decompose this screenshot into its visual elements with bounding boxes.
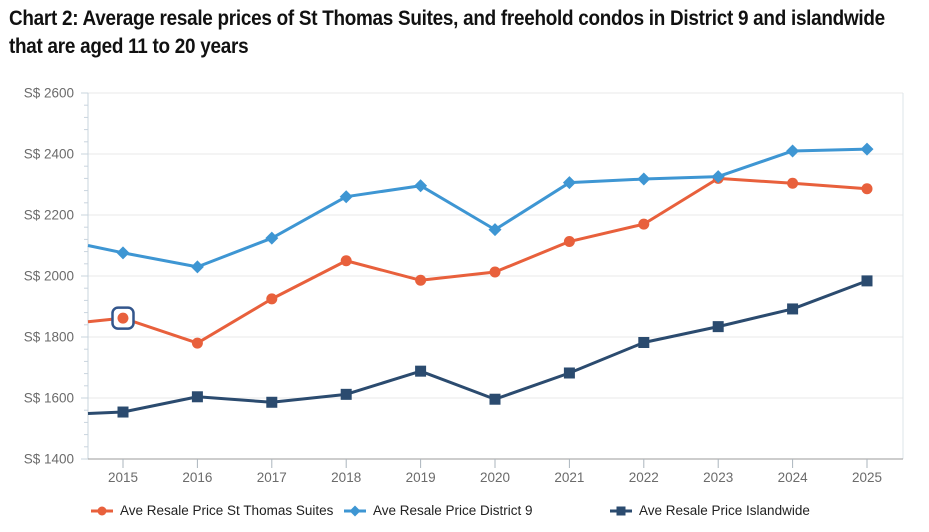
x-axis-label: 2020 xyxy=(480,470,510,485)
x-axis-label: 2018 xyxy=(331,470,361,485)
district-9-marker-2020[interactable] xyxy=(488,223,502,237)
islandwide-marker-2020[interactable] xyxy=(489,393,501,405)
islandwide-marker-2019[interactable] xyxy=(415,365,427,377)
islandwide-marker-2016[interactable] xyxy=(191,391,203,403)
islandwide-marker-2023[interactable] xyxy=(712,321,724,333)
x-axis-label: 2017 xyxy=(257,470,287,485)
chart-title-line-1: Chart 2: Average resale prices of St Tho… xyxy=(9,7,885,30)
islandwide-marker-2024[interactable] xyxy=(787,303,799,315)
st-thomas-line xyxy=(87,176,868,345)
district-9-line xyxy=(87,147,868,269)
legend-item-district-9[interactable]: Ave Resale Price District 9 xyxy=(344,501,533,521)
st-thomas-marker-2024[interactable] xyxy=(787,177,799,189)
district-9-marker-2021[interactable] xyxy=(562,176,576,190)
islandwide-markers xyxy=(117,275,873,418)
y-axis-label: S$ 1600 xyxy=(24,391,74,406)
x-axis-label: 2023 xyxy=(703,470,733,485)
st-thomas-marker-2021[interactable] xyxy=(563,236,575,248)
st-thomas-marker-2015-selected[interactable] xyxy=(117,312,129,324)
legend-label-st-thomas: Ave Resale Price St Thomas Suites xyxy=(120,503,334,518)
x-axis-label: 2019 xyxy=(406,470,436,485)
x-axis-label: 2015 xyxy=(108,470,138,485)
x-axis-label: 2024 xyxy=(778,470,809,485)
y-axis xyxy=(81,92,89,460)
st-thomas-marker-2022[interactable] xyxy=(638,218,650,230)
price-line-chart: S$ 1400 S$ 1600 S$ 1800 S$ 2000 S$ 2200 S$ 24… xyxy=(24,86,904,485)
x-axis xyxy=(88,458,903,468)
chart-legend: Ave Resale Price St Thomas Suites Ave Re… xyxy=(0,501,929,525)
district-9-marker-2015[interactable] xyxy=(116,246,130,260)
st-thomas-marker-2019[interactable] xyxy=(415,274,427,286)
y-axis-label: S$ 2200 xyxy=(24,208,74,223)
district-9-markers xyxy=(116,142,874,274)
y-axis-label: S$ 1800 xyxy=(24,330,74,345)
district-9-marker-2024[interactable] xyxy=(786,144,800,158)
legend-item-islandwide[interactable]: Ave Resale Price Islandwide xyxy=(610,501,810,521)
y-axis-label: S$ 2400 xyxy=(24,147,74,162)
islandwide-marker-2025[interactable] xyxy=(861,275,873,287)
district-9-marker-2016[interactable] xyxy=(190,260,204,274)
district-9-marker-2023[interactable] xyxy=(711,170,725,184)
y-axis-label: S$ 2600 xyxy=(24,86,74,101)
islandwide-line xyxy=(87,279,868,416)
st-thomas-markers xyxy=(117,172,873,349)
legend-label-islandwide: Ave Resale Price Islandwide xyxy=(639,503,810,518)
legend-item-st-thomas[interactable]: Ave Resale Price St Thomas Suites xyxy=(91,501,333,521)
islandwide-marker-2018[interactable] xyxy=(340,388,352,400)
x-axis-label: 2025 xyxy=(852,470,882,485)
islandwide-marker-2015[interactable] xyxy=(117,406,129,418)
district-9-marker-2018[interactable] xyxy=(339,190,353,204)
islandwide-legend-marker-icon xyxy=(610,504,632,518)
district-9-marker-2025[interactable] xyxy=(860,142,874,156)
gridlines xyxy=(81,92,903,399)
chart-title: Chart 2: Average resale prices of St Tho… xyxy=(9,5,885,61)
st-thomas-marker-2020[interactable] xyxy=(489,266,501,278)
y-axis-labels: S$ 1400 S$ 1600 S$ 1800 S$ 2000 S$ 2200 S$ 24… xyxy=(24,86,74,467)
st-thomas-marker-2017[interactable] xyxy=(266,293,278,305)
district-9-marker-2017[interactable] xyxy=(265,231,279,245)
district-9-marker-2019[interactable] xyxy=(414,179,428,193)
st-thomas-marker-2025[interactable] xyxy=(861,183,873,195)
x-axis-label: 2016 xyxy=(182,470,212,485)
x-axis-label: 2021 xyxy=(554,470,584,485)
st-thomas-marker-2016[interactable] xyxy=(191,337,203,349)
x-axis-labels: 2015 2016 2017 2018 2019 2020 2021 2022 2023 2024… xyxy=(108,470,882,485)
st-thomas-legend-marker-icon xyxy=(91,504,113,518)
st-thomas-marker-2018[interactable] xyxy=(340,255,352,267)
district-9-marker-2022[interactable] xyxy=(637,172,651,186)
y-axis-label: S$ 2000 xyxy=(24,269,74,284)
x-axis-label: 2022 xyxy=(629,470,659,485)
y-axis-label: S$ 1400 xyxy=(24,452,74,467)
district-9-legend-marker-icon xyxy=(344,504,366,518)
legend-label-district-9: Ave Resale Price District 9 xyxy=(373,503,533,518)
islandwide-marker-2021[interactable] xyxy=(563,367,575,379)
islandwide-marker-2017[interactable] xyxy=(266,396,278,408)
islandwide-marker-2022[interactable] xyxy=(638,336,650,348)
chart-title-line-2: that are aged 11 to 20 years xyxy=(9,35,249,58)
